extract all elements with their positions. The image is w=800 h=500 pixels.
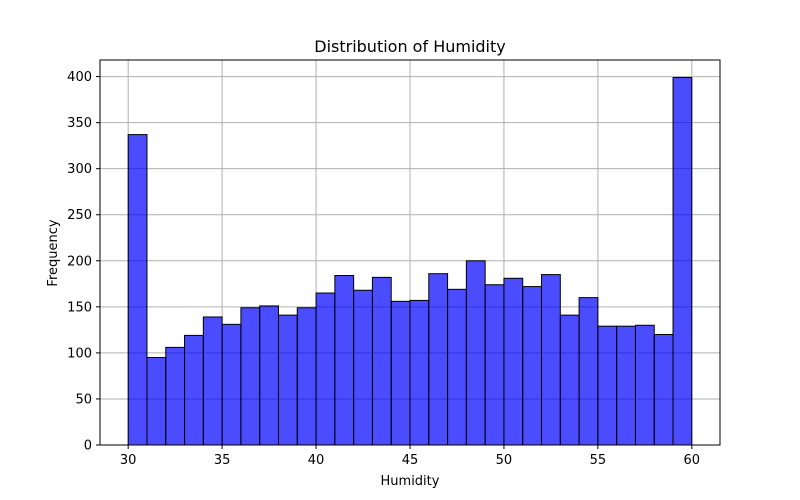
histogram-bar bbox=[277, 314, 298, 446]
histogram-bar bbox=[409, 299, 430, 446]
x-tick-label: 60 bbox=[684, 453, 701, 468]
histogram-bar bbox=[447, 288, 467, 446]
chart-title: Distribution of Humidity bbox=[314, 37, 505, 56]
y-axis-label: Frequency bbox=[46, 219, 61, 286]
histogram-bar bbox=[653, 333, 674, 446]
histogram-bar bbox=[146, 357, 167, 446]
histogram-bar bbox=[465, 260, 486, 446]
histogram-bar bbox=[672, 77, 693, 446]
x-tick-label: 55 bbox=[590, 453, 607, 468]
x-tick-label: 35 bbox=[214, 453, 231, 468]
histogram-bar bbox=[127, 134, 148, 446]
histogram-bar bbox=[578, 297, 599, 446]
histogram-bar bbox=[541, 274, 561, 446]
histogram-bar bbox=[296, 307, 317, 446]
y-tick-label: 400 bbox=[67, 70, 92, 85]
histogram-bar bbox=[221, 323, 242, 446]
x-axis-label: Humidity bbox=[381, 474, 440, 489]
y-tick-label: 0 bbox=[84, 439, 92, 454]
x-tick-label: 45 bbox=[402, 453, 419, 468]
histogram-bar bbox=[503, 277, 524, 446]
x-tick-label: 40 bbox=[308, 453, 325, 468]
histogram-bar bbox=[559, 314, 580, 446]
y-tick-label: 300 bbox=[67, 162, 92, 177]
histogram-bar bbox=[184, 334, 204, 446]
x-axis-ticks: 30 35 40 45 50 55 60 bbox=[120, 445, 700, 468]
histogram-bar bbox=[202, 316, 223, 446]
x-tick-label: 50 bbox=[496, 453, 513, 468]
histogram-bar bbox=[390, 300, 411, 446]
histogram-bar bbox=[259, 305, 279, 446]
histogram-bar bbox=[371, 276, 392, 446]
histogram-bar bbox=[522, 286, 543, 446]
y-tick-label: 200 bbox=[67, 254, 92, 269]
histogram-bar bbox=[616, 325, 636, 446]
histogram-bar bbox=[240, 307, 261, 446]
histogram-bar bbox=[597, 325, 618, 446]
y-axis-ticks: 0 50 100 150 200 250 300 350 400 bbox=[67, 70, 100, 454]
x-tick-label: 30 bbox=[120, 453, 137, 468]
histogram-bar bbox=[334, 275, 355, 446]
y-tick-label: 150 bbox=[67, 300, 92, 315]
histogram-bar bbox=[165, 346, 186, 446]
histogram-bar bbox=[315, 292, 336, 446]
histogram-bar bbox=[634, 324, 655, 446]
y-tick-label: 50 bbox=[75, 392, 92, 407]
y-tick-label: 350 bbox=[67, 116, 92, 131]
y-tick-label: 100 bbox=[67, 346, 92, 361]
bars bbox=[127, 77, 693, 446]
histogram-bar bbox=[428, 273, 449, 446]
histogram-bar bbox=[484, 284, 505, 446]
y-tick-label: 250 bbox=[67, 208, 92, 223]
grid-lines bbox=[100, 60, 720, 446]
histogram-bar bbox=[353, 289, 373, 446]
